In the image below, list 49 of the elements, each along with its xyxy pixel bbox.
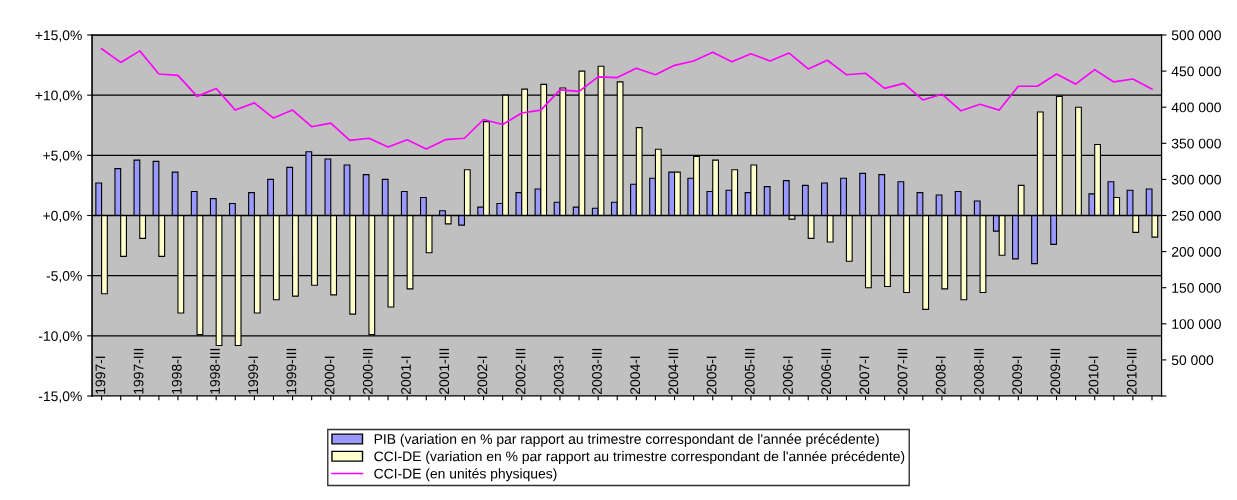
x-tick-label: 2006-III (821, 348, 832, 395)
x-tick-label: 2008-III (974, 348, 984, 395)
legend-label: CCI-DE (en unités physiques) (374, 468, 557, 482)
x-tick-label: 2009-I (1012, 356, 1023, 395)
x-tick-label: 2009-III (1050, 348, 1061, 395)
x-tick-label: 2001-I (401, 356, 411, 395)
x-tick-label: 2002-I (477, 356, 488, 395)
y-tick-label: +5,0% (43, 150, 82, 163)
x-tick-label: 2000-I (324, 356, 335, 395)
x-tick-label: 2004-III (668, 348, 679, 395)
y2-tick-label: 200 000 (1171, 246, 1221, 257)
x-tick-label: 2005-I (706, 356, 717, 395)
y2-tick-label: 150 000 (1172, 283, 1221, 293)
x-tick-label: 1998-III (210, 348, 220, 394)
y2-tick-label: 300 000 (1171, 174, 1221, 185)
y2-tick-label: 350 000 (1171, 138, 1221, 149)
x-tick-label: 2001-III (439, 348, 450, 395)
legend-label: PIB (variation en % par rapport au trimestre correspondant de l'année précédente) (374, 433, 879, 447)
x-tick-label: 1998-I (171, 356, 182, 394)
y2-tick-label: 500 000 (1171, 30, 1221, 41)
y2-tick-label: 100 000 (1172, 319, 1221, 329)
x-tick-label: 2003-I (553, 356, 564, 395)
y-tick-label: +10,0% (35, 90, 82, 102)
x-tick-label: 2006-I (783, 356, 793, 395)
x-tick-label: 2000-III (362, 348, 373, 395)
y-tick-label: -10,0% (38, 331, 82, 343)
x-tick-label: 2007-III (897, 348, 908, 395)
line-series (100, 47, 1153, 150)
y2-tick-label: 50 000 (1171, 355, 1214, 366)
x-tick-label: 2008-I (935, 356, 946, 395)
y2-tick-label: 250 000 (1171, 210, 1221, 221)
x-tick-label: 1997-III (133, 348, 144, 394)
x-tick-label: 1999-I (248, 356, 259, 394)
x-tick-label: 1999-III (286, 348, 297, 394)
y-tick-label: -5,0% (46, 271, 82, 283)
x-tick-label: 2003-III (592, 348, 602, 395)
x-tick-label: 2004-I (630, 356, 641, 395)
x-tick-label: 2005-III (744, 348, 755, 395)
x-tick-label: 2010-I (1088, 356, 1099, 395)
x-tick-label: 1997-I (95, 356, 106, 394)
x-tick-label: 2010-III (1126, 348, 1137, 395)
y-tick-label: +15,0% (35, 30, 82, 42)
y-tick-label: +0,0% (43, 210, 82, 223)
legend-label: CCI-DE (variation en % par rapport au trimestre correspondant de l'année précédente) (374, 450, 905, 464)
x-tick-label: 2007-I (859, 356, 870, 395)
y2-tick-label: 400 000 (1171, 102, 1221, 113)
x-tick-label: 2002-III (515, 348, 526, 395)
y-tick-label: -15,0% (38, 391, 82, 403)
y2-tick-label: 450 000 (1171, 66, 1221, 77)
